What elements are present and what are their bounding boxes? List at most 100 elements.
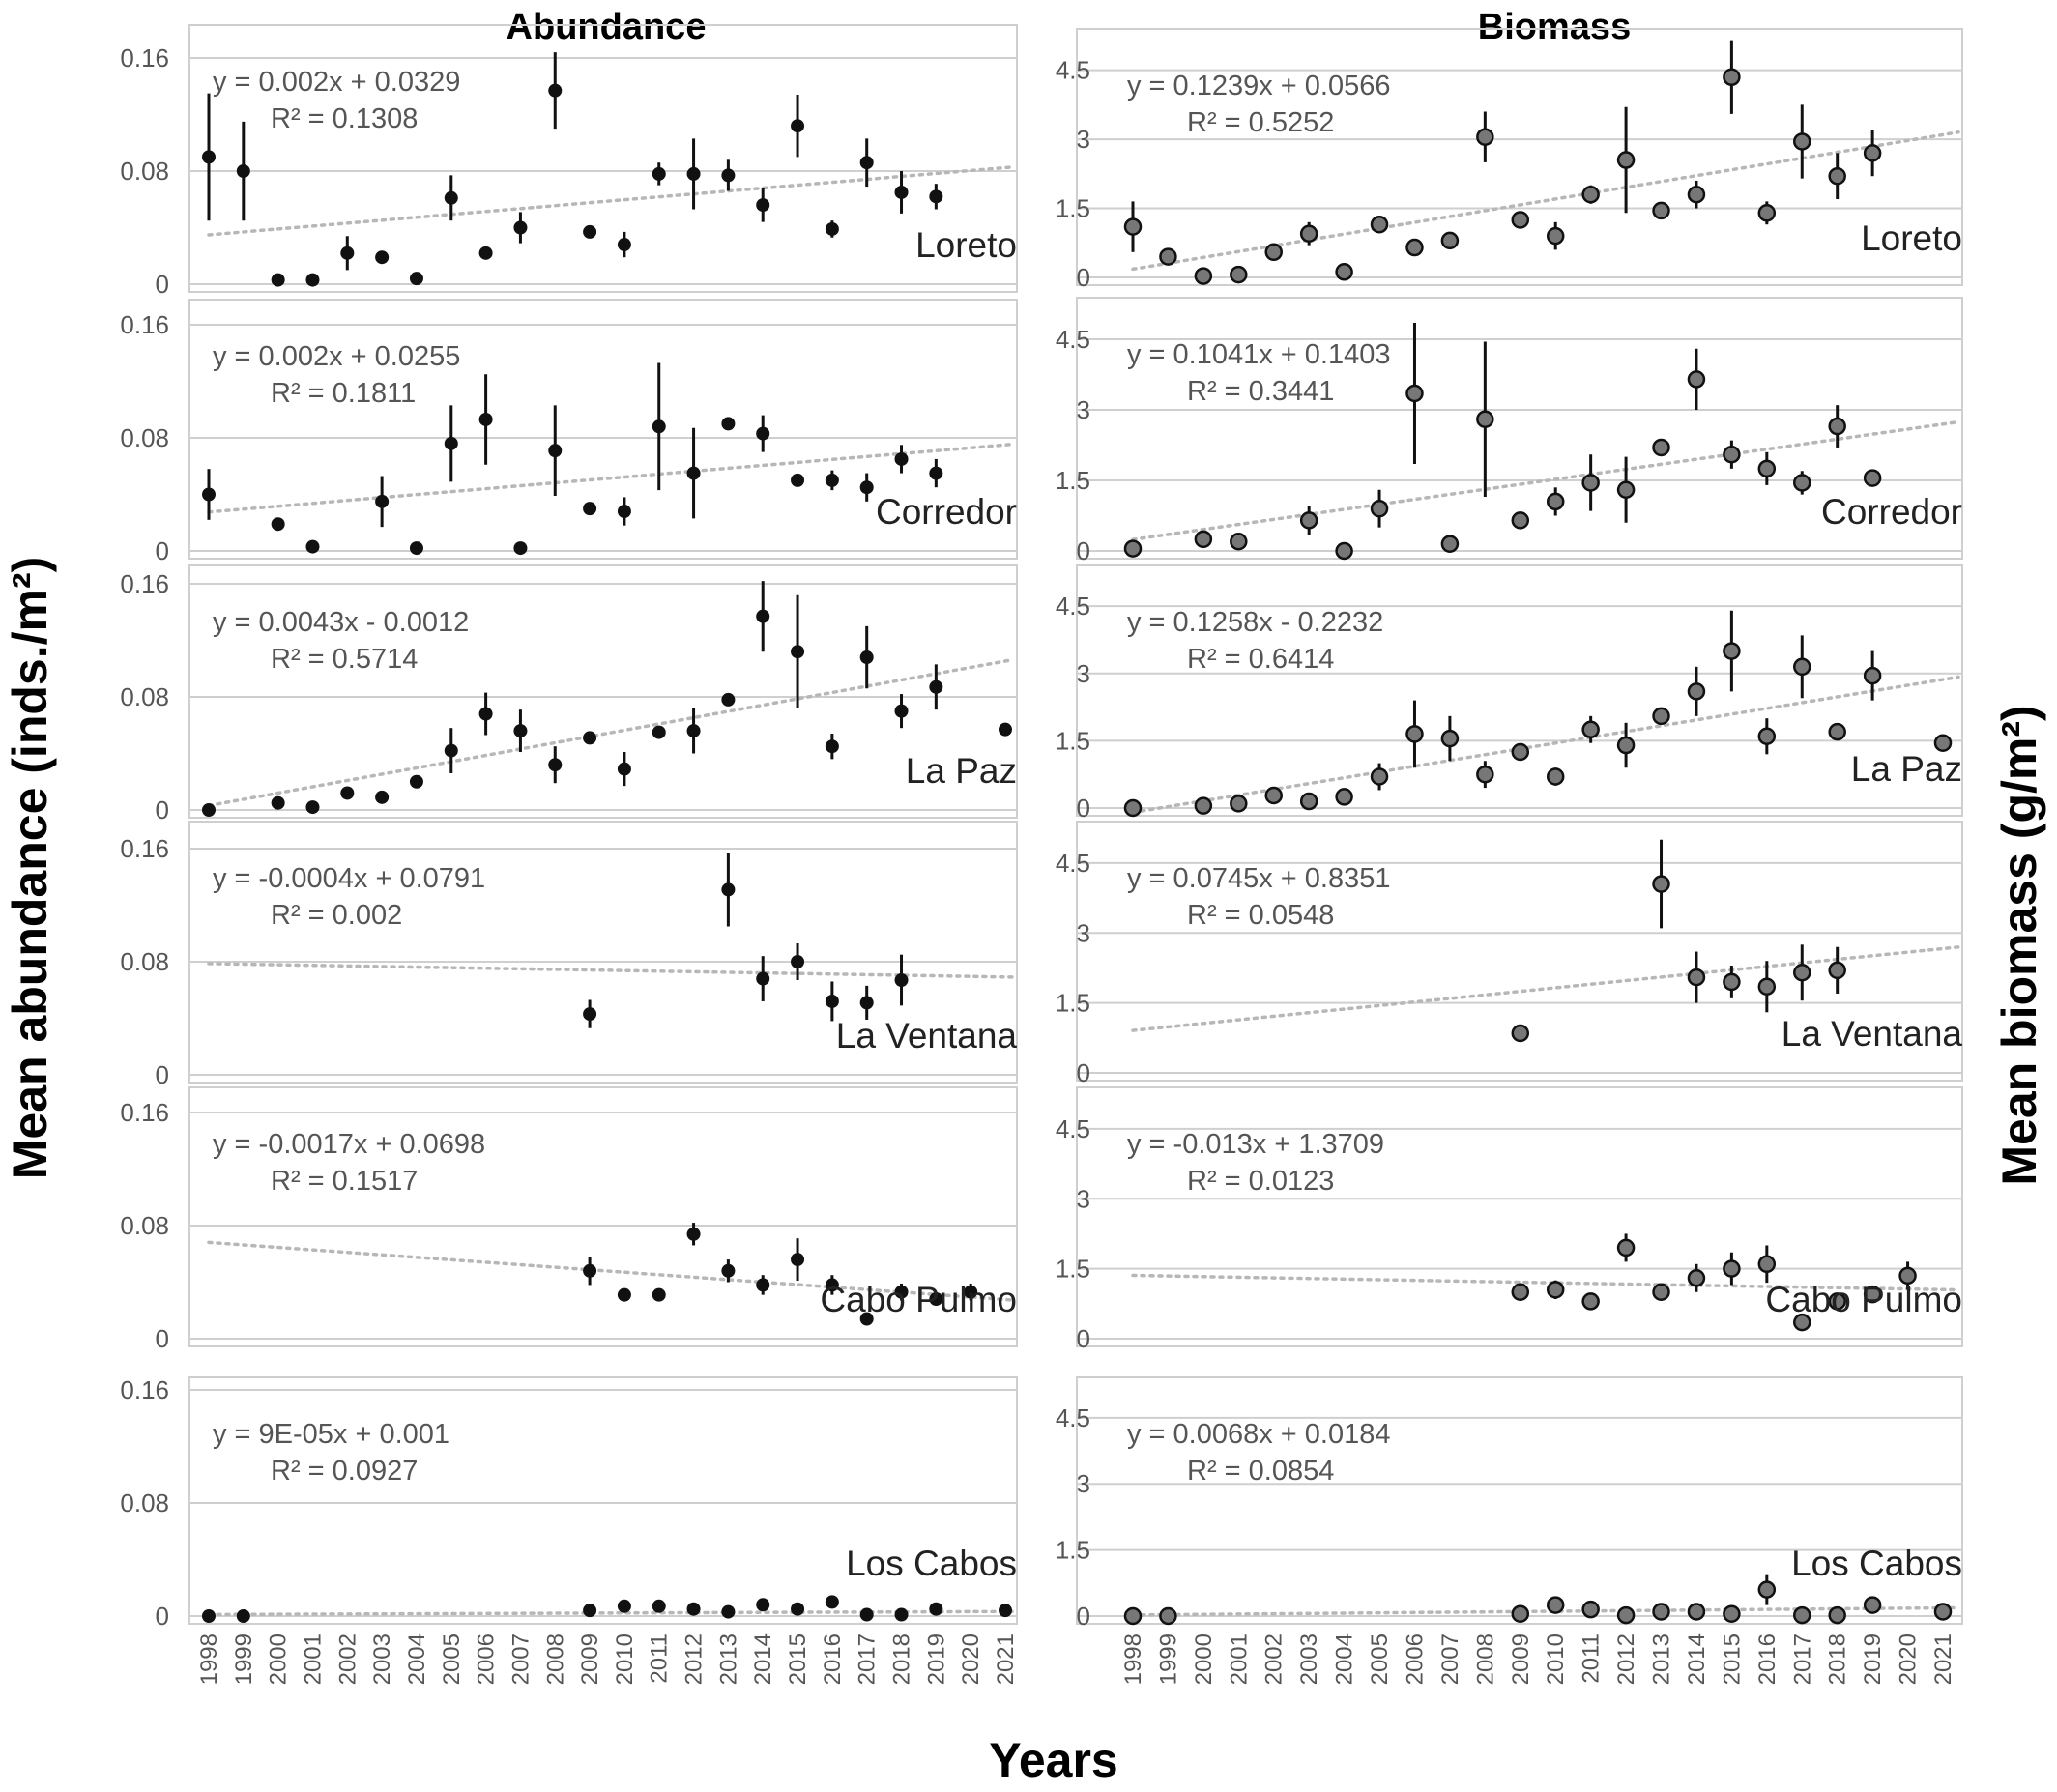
biomass-x-tick-label: 2002 [1261,1633,1288,1685]
data-point [1652,438,1670,457]
data-point [791,473,805,487]
data-point [1687,186,1706,204]
data-point [478,412,493,426]
data-point [1616,480,1636,499]
data-point [1123,1606,1143,1626]
site-label: La Ventana [1782,1014,1963,1054]
data-point [1828,722,1846,741]
data-point [1757,727,1777,745]
data-point [617,238,631,252]
y-tick-label: 0.16 [120,569,169,598]
data-point [686,724,701,738]
y-tick-label: 0.08 [120,1211,169,1240]
data-point [1546,767,1565,786]
biomass-x-tick-label: 2006 [1402,1633,1428,1685]
data-point [894,451,909,466]
data-point [409,541,423,556]
r-squared: R² = 0.0548 [1187,900,1334,931]
data-point [1793,1313,1811,1332]
data-point [652,1599,666,1613]
data-point [1194,530,1213,549]
y-tick-label: 0.08 [120,423,169,452]
trendline [1131,675,1960,815]
data-point [513,220,528,235]
data-point [1828,166,1846,186]
data-point [1828,961,1846,980]
data-point [756,609,770,623]
data-point [202,803,216,817]
data-point [1230,795,1248,813]
abundance-x-tick-label: 2019 [923,1633,949,1685]
abundance-x-tick-label: 2005 [439,1633,465,1685]
biomass-column-title: Biomass [1478,7,1631,47]
data-point [1405,384,1424,403]
abundance-x-tick-label: 2000 [266,1633,292,1685]
y-tick-label: 0.16 [120,310,169,339]
panel-frame [188,1376,1018,1625]
y-tick-label: 0 [1077,794,1090,823]
data-point [1687,1603,1706,1621]
data-point [894,1607,909,1622]
data-point [1581,1292,1600,1311]
data-point [1123,798,1143,818]
r-squared: R² = 0.1308 [271,103,418,134]
y-tick-label: 0 [1077,1602,1090,1631]
trendline [207,165,1015,237]
data-point [791,1602,805,1616]
biomass-x-tick-label: 2000 [1191,1633,1217,1685]
y-tick-label: 0.08 [120,1489,169,1517]
abundance-x-tick-label: 2018 [889,1633,915,1685]
data-point [617,1599,631,1613]
y-tick-label: 0 [156,1602,169,1631]
data-point [478,707,493,721]
data-point [1828,1605,1846,1625]
biomass-x-tick-label: 2019 [1860,1633,1886,1685]
site-label: Cabo Pulmo [1765,1280,1962,1319]
y-tick-label: 4.5 [1056,1403,1090,1432]
y-tick-label: 0.16 [120,1375,169,1404]
trendline [1131,1605,1960,1617]
abundance-x-tick-label: 2014 [750,1633,776,1685]
data-point [375,790,390,804]
data-point [1757,1255,1777,1274]
trendline [207,442,1015,514]
trendline [1131,1273,1960,1292]
data-point [1511,742,1530,762]
data-point [1511,1024,1530,1043]
y-tick-label: 0.08 [120,157,169,186]
y-tick-label: 4.5 [1056,56,1090,85]
data-point [1476,410,1494,429]
trendline [207,1240,1015,1302]
data-point [825,1595,839,1609]
abundance-x-tick-label: 2017 [855,1633,881,1685]
data-point [686,466,701,480]
panel-frame [1076,28,1963,286]
data-point [1440,231,1460,250]
biomass-x-tick-label: 2012 [1613,1633,1639,1685]
data-point [1652,201,1670,220]
data-point [202,1609,216,1623]
data-point [1581,474,1600,492]
panel-frame [1076,821,1963,1082]
regression-equation: y = 0.1239x + 0.0566 [1127,71,1391,101]
data-point [791,1253,805,1267]
data-point [340,246,355,260]
biomass-x-tick-label: 2008 [1472,1633,1498,1685]
abundance-x-tick-label: 2012 [681,1633,708,1685]
data-point [1476,765,1494,784]
data-point [859,480,874,495]
y-tick-label: 0.08 [120,682,169,711]
data-point [1723,642,1741,660]
data-point [1828,1292,1846,1311]
data-point [1652,707,1670,726]
data-point [1793,1605,1811,1625]
data-point [1687,968,1706,987]
site-label: Loreto [915,225,1017,265]
data-point [583,731,597,745]
abundance-panel-loreto: 0 0.08 0.16 y = 0.002x + 0.0329 R² = 0.1308 L… [120,24,1018,299]
data-point [756,426,770,441]
data-point [1933,734,1953,752]
data-point [1616,1238,1636,1257]
biomass-panel-la-paz: 0 1.5 3 4.5 y = 0.1258x - 0.2232 R² = 0.6414 L… [1056,564,1963,823]
data-point [929,1292,943,1307]
